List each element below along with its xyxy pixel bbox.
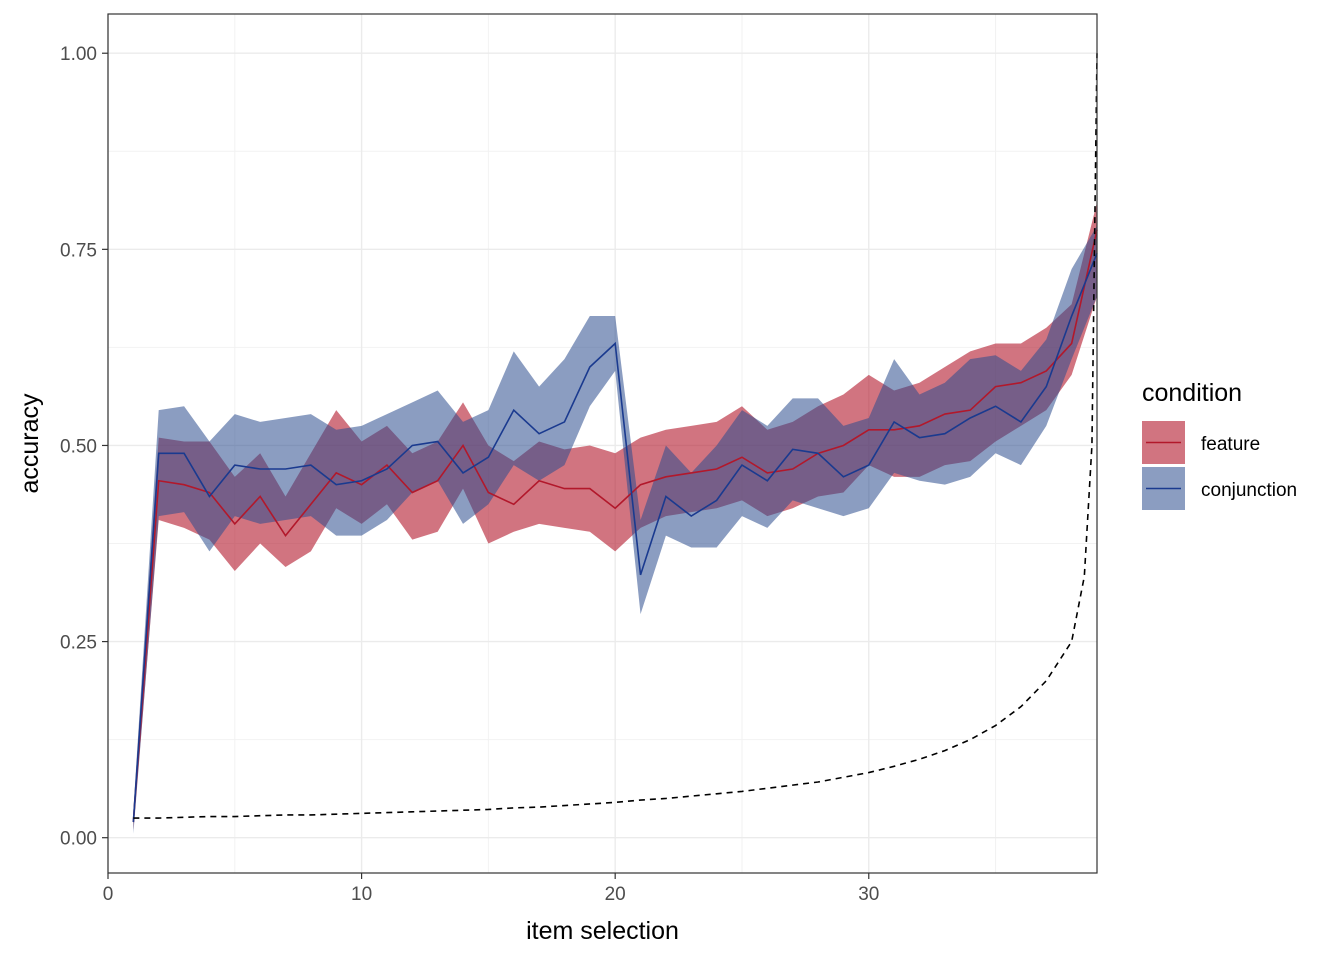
legend-label-conjunction: conjunction — [1201, 480, 1297, 501]
y-tick-label: 0.50 — [60, 436, 97, 457]
x-tick-label: 30 — [858, 884, 879, 905]
y-tick-label: 0.00 — [60, 829, 97, 850]
x-axis-title: item selection — [526, 917, 679, 945]
x-tick-label: 10 — [351, 884, 372, 905]
series-lines — [132, 53, 1098, 823]
ribbon-feature — [133, 202, 1097, 830]
legend-title: condition — [1142, 379, 1242, 407]
y-tick-label: 1.00 — [60, 44, 97, 65]
line-conjunction — [132, 252, 1098, 823]
legend-item-feature: feature — [1142, 421, 1260, 464]
legend: condition feature conjunction — [1142, 379, 1297, 510]
line-chance — [133, 53, 1098, 819]
panel-border — [107, 13, 1098, 874]
legend-label-feature: feature — [1201, 434, 1260, 455]
y-tick-label: 0.75 — [60, 240, 97, 261]
legend-item-conjunction: conjunction — [1142, 467, 1297, 510]
line-feature — [132, 229, 1098, 823]
x-tick-label: 0 — [103, 884, 114, 905]
y-tick-label: 0.25 — [60, 633, 97, 654]
axes: 0 10 20 30 0.00 0.25 0.50 0.75 1.00 — [60, 44, 879, 905]
y-axis-title: accuracy — [16, 393, 44, 494]
x-tick-label: 20 — [605, 884, 626, 905]
